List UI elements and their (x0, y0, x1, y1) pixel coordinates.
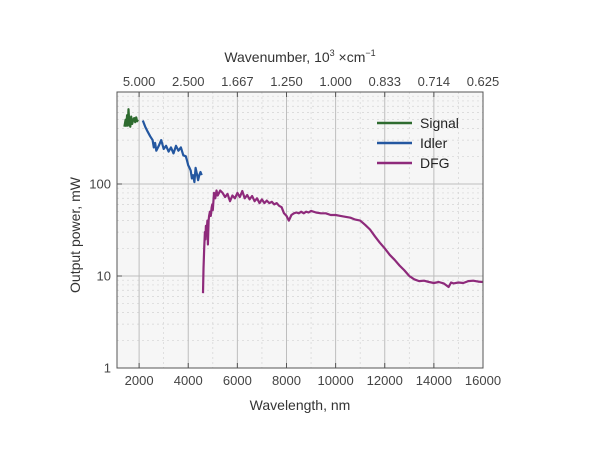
tick-labels: 2000 4000 6000 8000 10000 12000 14000 16000 1 10 1… (89, 74, 501, 388)
y-tick-label: 1 (104, 361, 111, 376)
x2-tick-label: 2.500 (172, 74, 205, 89)
y-tick-label: 10 (97, 269, 111, 284)
x2-tick-label: 0.833 (368, 74, 401, 89)
x2-tick-label: 1.000 (319, 74, 352, 89)
x-axis-title: Wavelength, nm (250, 397, 351, 413)
x2-axis-title-main: Wavenumber, 10 (224, 49, 330, 65)
legend: Signal Idler DFG (377, 115, 459, 171)
x-tick-label: 10000 (318, 373, 354, 388)
series-line-dfg (201, 189, 484, 294)
plot-background (117, 92, 483, 368)
x-tick-label: 8000 (272, 373, 301, 388)
x2-axis-title-exp: 3 (330, 48, 335, 58)
x2-tick-label: 1.250 (270, 74, 303, 89)
x2-axis-title: Wavenumber, 103 ×cm−1 (224, 48, 375, 65)
series-line-idler (141, 120, 203, 184)
x2-axis-title-unit-exp: −1 (365, 48, 375, 58)
legend-label-dfg: DFG (420, 155, 450, 171)
x2-tick-label: 0.714 (418, 74, 451, 89)
plot-frame (116, 91, 484, 369)
x2-tick-label: 1.667 (221, 74, 254, 89)
x2-axis-title-unit: ×cm (335, 49, 366, 65)
series-line-signal (123, 108, 139, 128)
x2-tick-label: 0.625 (467, 74, 500, 89)
series-layer (123, 108, 484, 294)
y-tick-label: 100 (89, 177, 111, 192)
x-tick-label: 2000 (125, 373, 154, 388)
axes-border (116, 91, 484, 369)
legend-label-signal: Signal (420, 115, 459, 131)
x-tick-label: 6000 (223, 373, 252, 388)
x-tick-label: 14000 (416, 373, 452, 388)
legend-label-idler: Idler (420, 135, 448, 151)
x-tick-label: 12000 (367, 373, 403, 388)
x-tick-label: 16000 (465, 373, 501, 388)
x2-tick-label: 5.000 (123, 74, 156, 89)
x-tick-label: 4000 (174, 373, 203, 388)
plot-area (117, 92, 483, 368)
y-axis-title: Output power, mW (67, 176, 83, 293)
